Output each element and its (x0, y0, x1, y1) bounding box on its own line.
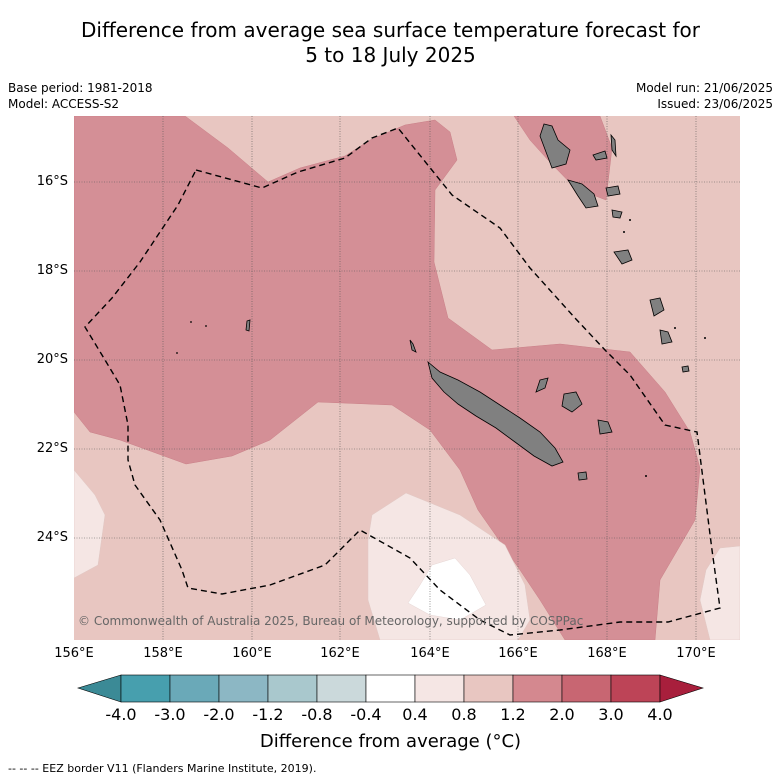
loyalty-island-3 (597, 419, 613, 435)
colorbar-bin-2 (169, 674, 220, 703)
anomaly-band-0-4-0-8-southeast (699, 545, 740, 640)
colorbar (76, 674, 705, 703)
eez-border (84, 127, 721, 636)
lat-label-24s: 24°S (36, 530, 68, 545)
lon-label-166e: 166°E (498, 646, 538, 661)
colorbar-tick: 0.8 (451, 705, 477, 724)
vanuatu-erromango (649, 297, 665, 317)
colorbar-bin-10 (561, 674, 612, 703)
islet-dot-1 (623, 231, 625, 233)
lat-label-20s: 20°S (36, 352, 68, 367)
colorbar-bin-3 (218, 674, 269, 703)
colorbar-bin-4 (267, 674, 318, 703)
colorbar-tick: -0.8 (301, 705, 333, 724)
colorbar-tick: -3.0 (154, 705, 186, 724)
vanuatu-aneityum (681, 365, 690, 373)
reef-dot-2 (205, 325, 207, 327)
lon-label-158e: 158°E (143, 646, 183, 661)
loyalty-island-2 (561, 391, 583, 413)
colorbar-low-arrow (76, 674, 122, 703)
issued-text: Issued: 23/06/2025 (657, 97, 773, 111)
colorbar-bin-7 (414, 674, 465, 703)
colorbar-tick: -2.0 (203, 705, 235, 724)
colorbar-tick: -0.4 (350, 705, 382, 724)
lat-label-22s: 22°S (36, 441, 68, 456)
reef-dot-3 (176, 352, 178, 354)
lon-label-162e: 162°E (320, 646, 360, 661)
map-area (74, 116, 740, 640)
colorbar-tick: 0.4 (402, 705, 428, 724)
colorbar-bin-11 (610, 674, 661, 703)
colorbar-bin-8 (463, 674, 514, 703)
colorbar-tick: -4.0 (105, 705, 137, 724)
colorbar-bin-6 (365, 674, 416, 703)
vanuatu-espiritu-santo (539, 123, 571, 169)
eez-footnote: -- -- -- EEZ border V11 (Flanders Marine… (8, 762, 317, 775)
islet-dot-5 (645, 475, 647, 477)
copyright-notice: © Commonwealth of Australia 2025, Bureau… (78, 614, 584, 628)
lon-label-168e: 168°E (587, 646, 627, 661)
lon-label-156e: 156°E (54, 646, 94, 661)
graticule (74, 116, 740, 640)
run-info: Model run: 21/06/2025 Issued: 23/06/2025 (636, 80, 773, 112)
new-caledonia-island (427, 360, 564, 467)
loyalty-island-1 (535, 377, 549, 393)
islet-dot-3 (674, 327, 676, 329)
vanuatu-maewo (592, 150, 608, 161)
islet-dot-4 (704, 337, 706, 339)
lon-label-170e: 170°E (676, 646, 716, 661)
colorbar-tick: 1.2 (500, 705, 526, 724)
colorbar-title: Difference from average (°C) (259, 731, 522, 752)
map-title: Difference from average sea surface temp… (0, 18, 781, 68)
colorbar-bin-5 (316, 674, 367, 703)
model-info: Base period: 1981-2018 Model: ACCESS-S2 (8, 80, 153, 112)
base-period-text: Base period: 1981-2018 (8, 81, 153, 95)
colorbar-tick: 3.0 (598, 705, 624, 724)
lat-label-18s: 18°S (36, 263, 68, 278)
model-run-text: Model run: 21/06/2025 (635, 81, 773, 95)
colorbar-bin-1 (120, 674, 171, 703)
vanuatu-tanna (659, 329, 673, 345)
lat-label-16s: 16°S (36, 174, 68, 189)
islet-dot-2 (629, 219, 631, 221)
colorbar-high-arrow (659, 674, 705, 703)
vanuatu-efate (613, 249, 633, 265)
anomaly-near-zero-patch (407, 557, 487, 621)
belep-islands (409, 339, 417, 353)
vanuatu-epi (611, 209, 623, 219)
isle-of-pines (577, 471, 588, 481)
chesterfield-islet (245, 319, 251, 332)
anomaly-band-0-4-0-8-southwest (74, 469, 106, 579)
colorbar-bin-9 (512, 674, 563, 703)
colorbar-tick: 2.0 (549, 705, 575, 724)
lon-label-164e: 164°E (410, 646, 450, 661)
colorbar-tick: 4.0 (647, 705, 673, 724)
title-line-1: Difference from average sea surface temp… (80, 18, 700, 42)
vanuatu-ambrym (605, 185, 621, 197)
vanuatu-pentecost (610, 133, 617, 158)
reef-dot-1 (190, 321, 192, 323)
vanuatu-malekula (567, 179, 599, 209)
anomaly-band-1-2-2-0-west (74, 116, 701, 640)
lon-label-160e: 160°E (232, 646, 272, 661)
title-line-2: 5 to 18 July 2025 (305, 43, 476, 67)
colorbar-tick: -1.2 (252, 705, 284, 724)
model-text: Model: ACCESS-S2 (8, 97, 120, 111)
